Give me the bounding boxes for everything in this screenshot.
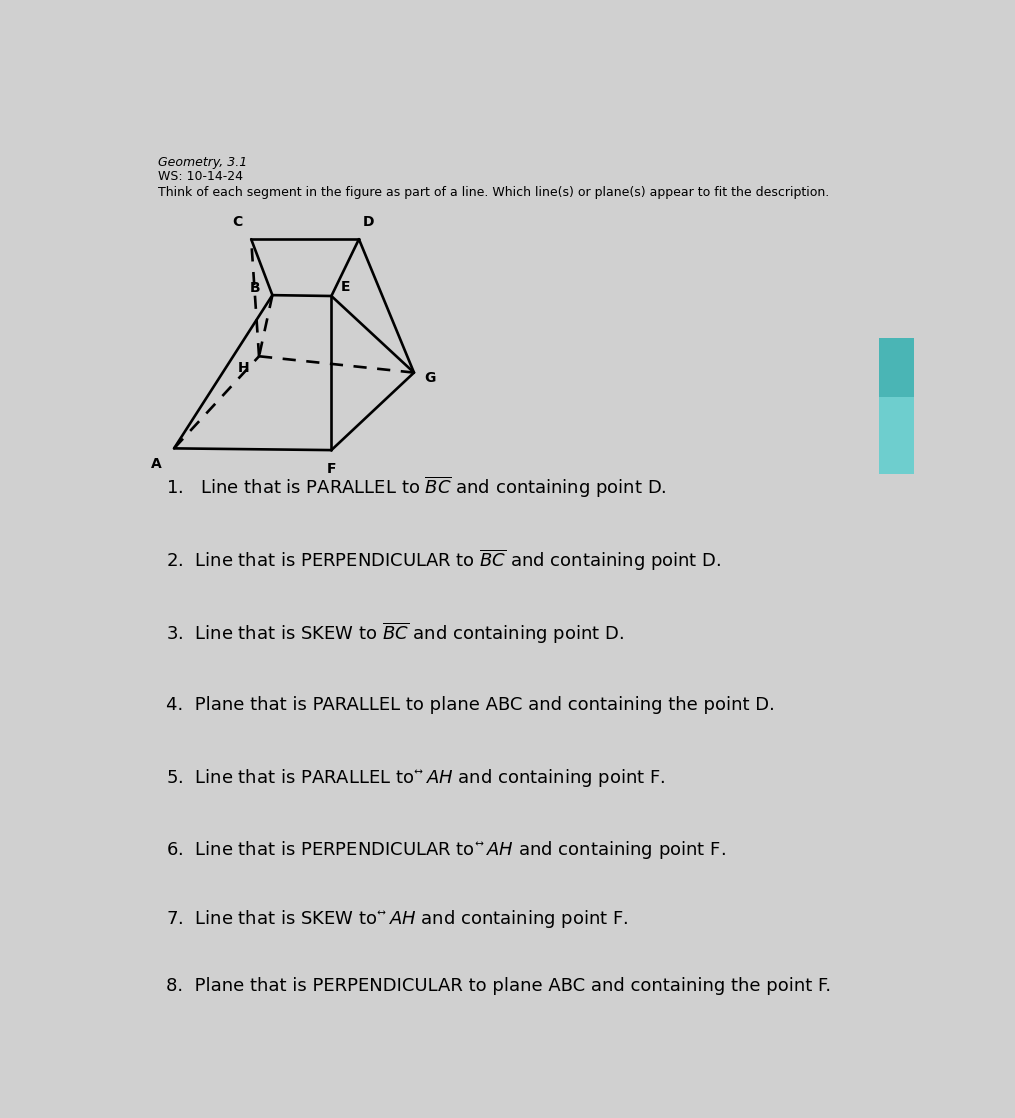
- Text: WS: 10-14-24: WS: 10-14-24: [158, 170, 244, 183]
- Text: D: D: [362, 215, 375, 229]
- Text: 4.  Plane that is PARALLEL to plane ABC and containing the point D.: 4. Plane that is PARALLEL to plane ABC a…: [166, 695, 775, 714]
- Text: 8.  Plane that is PERPENDICULAR to plane ABC and containing the point F.: 8. Plane that is PERPENDICULAR to plane …: [166, 977, 831, 995]
- Text: E: E: [341, 281, 350, 294]
- Text: 2.  Line that is PERPENDICULAR to $\overline{BC}$ and containing point D.: 2. Line that is PERPENDICULAR to $\overl…: [166, 548, 722, 574]
- Text: Geometry, 3.1: Geometry, 3.1: [158, 155, 248, 169]
- Text: G: G: [424, 371, 435, 385]
- Text: F: F: [327, 462, 336, 476]
- Text: 6.  Line that is PERPENDICULAR to $\overleftrightarrow{AH}$ and containing point: 6. Line that is PERPENDICULAR to $\overl…: [166, 840, 726, 861]
- FancyBboxPatch shape: [879, 338, 914, 397]
- Text: H: H: [238, 361, 249, 376]
- Text: 5.  Line that is PARALLEL to $\overleftrightarrow{AH}$ and containing point F.: 5. Line that is PARALLEL to $\overleftri…: [166, 767, 666, 789]
- Text: B: B: [250, 282, 261, 295]
- Text: 7.  Line that is SKEW to $\overleftrightarrow{AH}$ and containing point F.: 7. Line that is SKEW to $\overleftrighta…: [166, 908, 628, 930]
- Text: A: A: [151, 457, 162, 471]
- Text: Think of each segment in the figure as part of a line. Which line(s) or plane(s): Think of each segment in the figure as p…: [158, 186, 829, 199]
- Text: C: C: [231, 215, 243, 229]
- FancyBboxPatch shape: [879, 395, 914, 474]
- Text: 3.  Line that is SKEW to $\overline{BC}$ and containing point D.: 3. Line that is SKEW to $\overline{BC}$ …: [166, 620, 624, 646]
- Text: 1.   Line that is PARALLEL to $\overline{BC}$ and containing point D.: 1. Line that is PARALLEL to $\overline{B…: [166, 474, 667, 500]
